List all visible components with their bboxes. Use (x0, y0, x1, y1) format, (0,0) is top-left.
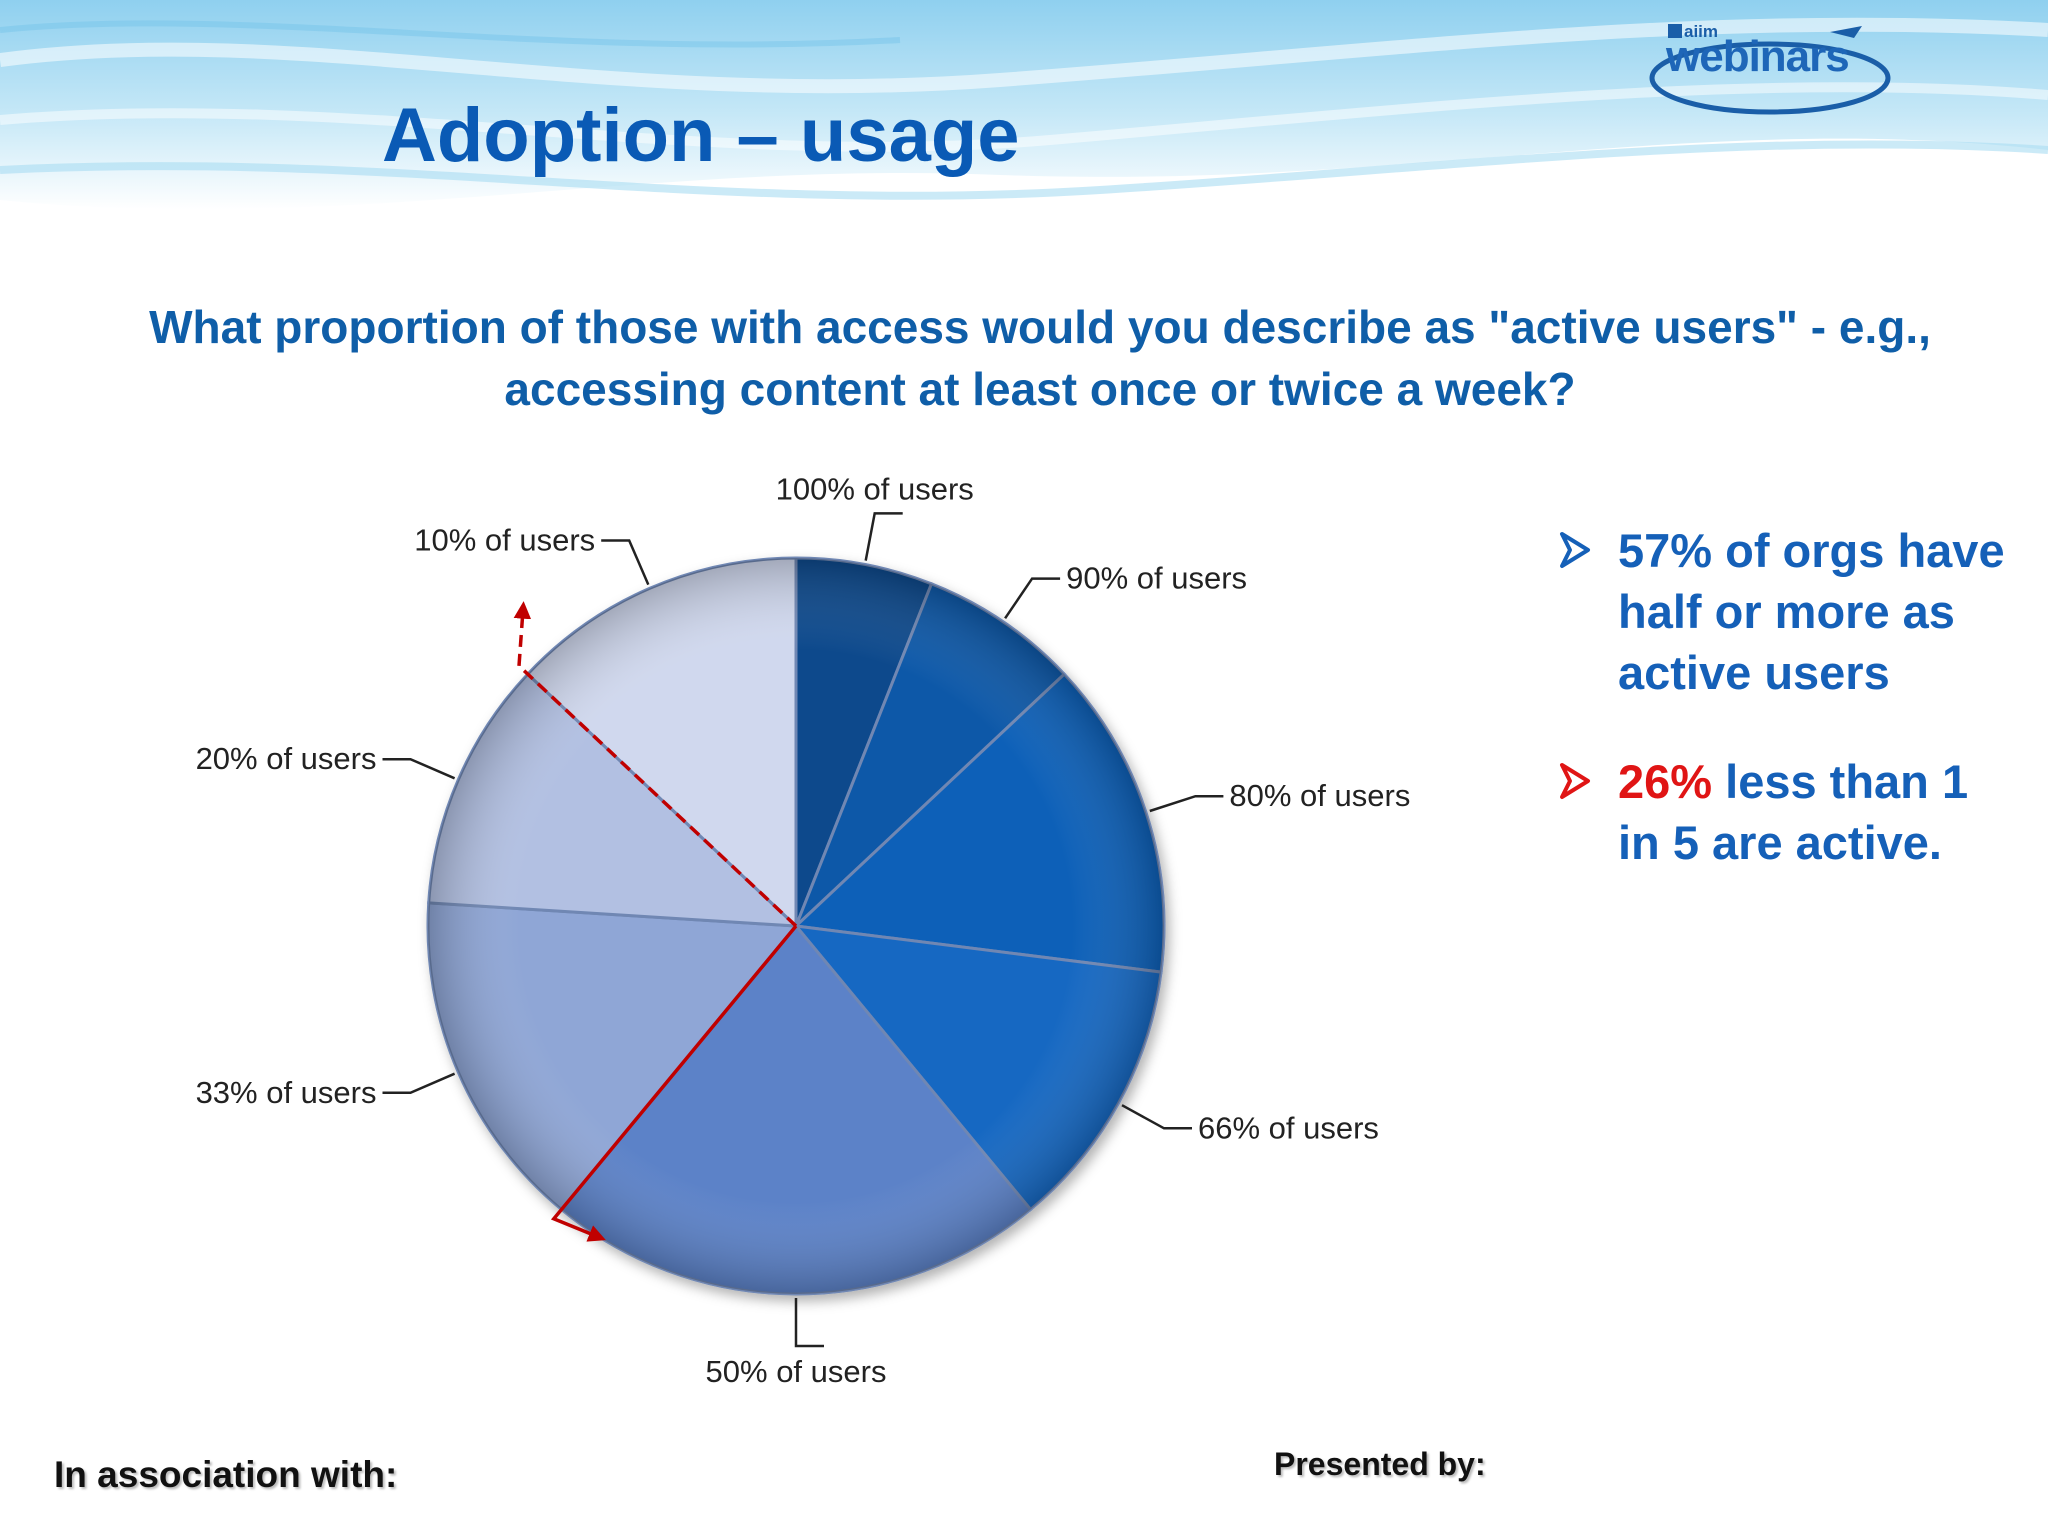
association-label: In association with: (54, 1454, 398, 1495)
leader-line (382, 757, 456, 780)
logo-square-icon (1668, 24, 1682, 38)
solid-red-annotation-arrow (550, 924, 798, 1242)
leader-line (864, 512, 903, 561)
pie-label-10pct-of-users: 10% of users (414, 523, 595, 558)
leader-line (1121, 1104, 1192, 1130)
pie-label-80pct-of-users: 80% of users (1229, 778, 1410, 813)
slide-title: Adoption – usage (382, 93, 1020, 178)
leader-line (794, 1298, 824, 1348)
pie-label-50pct-of-users: 50% of users (706, 1354, 887, 1389)
leader-line (601, 539, 650, 586)
leader-line (1004, 577, 1061, 620)
pie-chart: 100% of users 90% of users 80% of users 66%… (196, 471, 1411, 1389)
arrow-bullet-icon (1560, 763, 1590, 799)
finding-highlight-2: 26% (1618, 755, 1713, 808)
header-wave-band (0, 0, 2048, 280)
logo-wordmark: webinars (1666, 32, 1850, 81)
pie-label-100pct-of-users: 100% of users (776, 471, 974, 506)
leader-line (1149, 794, 1224, 813)
finding-bullet-2: 26% less than 1 in 5 are active. (1550, 751, 2010, 873)
logo-swoosh-icon (1649, 26, 1891, 115)
pie-label-66pct-of-users: 66% of users (1198, 1110, 1379, 1145)
logo-small-text: aiim (1684, 22, 1719, 41)
pie-label-90pct-of-users: 90% of users (1066, 561, 1247, 596)
pie-label-20pct-of-users: 20% of users (196, 741, 377, 776)
leader-line (382, 1072, 456, 1095)
key-findings: 57% of orgs have half or more as active … (1550, 520, 2010, 921)
aiim-webinars-logo (1640, 18, 1900, 118)
finding-bullet-1: 57% of orgs have half or more as active … (1550, 520, 2010, 703)
arrow-bullet-icon (1560, 532, 1590, 568)
presented-by-label: Presented by: (1274, 1446, 1486, 1482)
survey-question: What proportion of those with access wou… (149, 301, 1931, 415)
finding-text-1: 57% of orgs have half or more as active … (1618, 524, 2005, 699)
pie-label-33pct-of-users: 33% of users (196, 1075, 377, 1110)
finding-text-2: less than 1 in 5 are active. (1618, 755, 1969, 869)
